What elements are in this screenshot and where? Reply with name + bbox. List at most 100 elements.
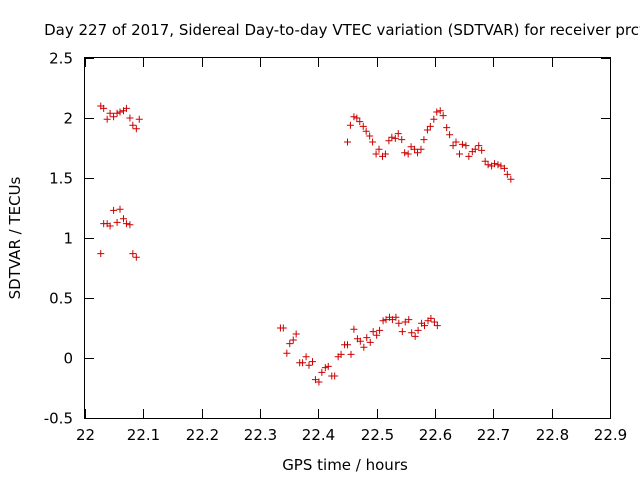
data-point bbox=[309, 358, 316, 366]
data-point bbox=[302, 353, 310, 361]
series-late-high bbox=[344, 107, 515, 183]
data-point bbox=[458, 140, 466, 148]
data-point bbox=[279, 324, 287, 332]
data-point bbox=[110, 206, 118, 214]
data-point bbox=[398, 136, 406, 144]
data-point bbox=[126, 114, 134, 122]
data-point bbox=[426, 122, 434, 130]
x-tick-label: 22.2 bbox=[186, 426, 219, 444]
x-tick-label: 22.9 bbox=[594, 426, 627, 444]
y-tick-label: 2.5 bbox=[49, 50, 73, 68]
x-tick-label: 22.7 bbox=[477, 426, 510, 444]
data-point bbox=[452, 138, 460, 146]
data-point bbox=[286, 340, 294, 348]
data-point bbox=[394, 130, 402, 138]
data-point bbox=[110, 113, 118, 121]
data-point bbox=[421, 322, 428, 330]
data-point bbox=[392, 313, 400, 321]
x-tick-label: 22.1 bbox=[127, 426, 160, 444]
data-point bbox=[369, 328, 377, 336]
data-point bbox=[113, 109, 121, 117]
x-tick-label: 22.8 bbox=[536, 426, 569, 444]
y-tick-label: 2 bbox=[63, 110, 73, 128]
data-point bbox=[420, 136, 428, 144]
data-point bbox=[462, 142, 470, 150]
data-point bbox=[446, 131, 454, 139]
data-point bbox=[376, 326, 384, 334]
data-point bbox=[500, 164, 508, 172]
y-tick-label: 0 bbox=[63, 350, 73, 368]
series-early-mid bbox=[100, 205, 140, 261]
data-point bbox=[344, 341, 351, 349]
data-point bbox=[443, 124, 451, 132]
data-point bbox=[503, 170, 511, 178]
data-point bbox=[344, 138, 351, 146]
data-point bbox=[120, 215, 127, 223]
data-point bbox=[321, 364, 329, 372]
series-early-low bbox=[97, 250, 105, 258]
data-point bbox=[449, 142, 457, 150]
data-point bbox=[491, 160, 498, 168]
x-tick-label: 22.5 bbox=[361, 426, 394, 444]
data-point bbox=[315, 378, 323, 386]
data-point bbox=[346, 121, 354, 129]
chart-title: Day 227 of 2017, Sidereal Day-to-day VTE… bbox=[44, 21, 640, 39]
data-point bbox=[433, 108, 441, 116]
y-axis-label: SDTVAR / TECUs bbox=[6, 176, 24, 299]
data-point bbox=[456, 150, 463, 158]
data-point bbox=[116, 205, 124, 213]
data-point bbox=[484, 161, 492, 169]
data-point bbox=[430, 318, 438, 326]
data-point bbox=[356, 118, 364, 126]
data-point bbox=[408, 329, 416, 337]
data-point bbox=[372, 150, 380, 158]
data-point bbox=[292, 330, 300, 338]
y-tick-label: 0.5 bbox=[49, 290, 73, 308]
data-point bbox=[395, 319, 403, 327]
data-point bbox=[350, 325, 358, 333]
y-tick-label: 1.5 bbox=[49, 170, 73, 188]
series-late-low bbox=[276, 313, 441, 386]
data-point bbox=[401, 149, 409, 157]
x-tick-label: 22 bbox=[76, 426, 95, 444]
data-point bbox=[379, 317, 387, 325]
data-point bbox=[404, 150, 412, 158]
data-point bbox=[116, 108, 124, 116]
data-point bbox=[439, 112, 447, 120]
axis-ticks: 22 22.1 22.2 22.3 22.4 22.5 22.6 22.7 22.8 22.9-0… bbox=[44, 50, 627, 445]
data-point bbox=[414, 326, 422, 334]
data-point bbox=[299, 359, 307, 367]
data-point bbox=[100, 104, 108, 112]
x-axis-label: GPS time / hours bbox=[282, 456, 408, 474]
data-point bbox=[427, 314, 435, 322]
data-point bbox=[471, 145, 479, 153]
data-point bbox=[129, 121, 137, 129]
data-point bbox=[388, 133, 396, 141]
data-point bbox=[132, 125, 140, 133]
data-point bbox=[411, 332, 419, 340]
data-point bbox=[97, 250, 105, 258]
data-point bbox=[475, 142, 483, 150]
x-tick-label: 22.6 bbox=[419, 426, 452, 444]
data-point bbox=[324, 362, 332, 370]
data-point bbox=[347, 350, 355, 358]
data-point bbox=[436, 107, 444, 115]
data-point bbox=[283, 349, 291, 357]
data-point bbox=[132, 253, 140, 261]
data-point bbox=[362, 127, 370, 135]
data-point bbox=[289, 336, 297, 344]
data-point bbox=[360, 343, 368, 351]
data-point bbox=[465, 152, 473, 160]
data-point bbox=[417, 145, 425, 153]
data-point bbox=[350, 113, 358, 121]
data-point bbox=[381, 150, 389, 158]
data-point bbox=[373, 331, 381, 339]
data-point bbox=[106, 109, 114, 117]
data-point bbox=[331, 372, 339, 380]
data-point bbox=[113, 218, 121, 226]
data-point bbox=[423, 126, 431, 134]
y-tick-label: -0.5 bbox=[44, 410, 73, 428]
data-point bbox=[106, 222, 114, 230]
